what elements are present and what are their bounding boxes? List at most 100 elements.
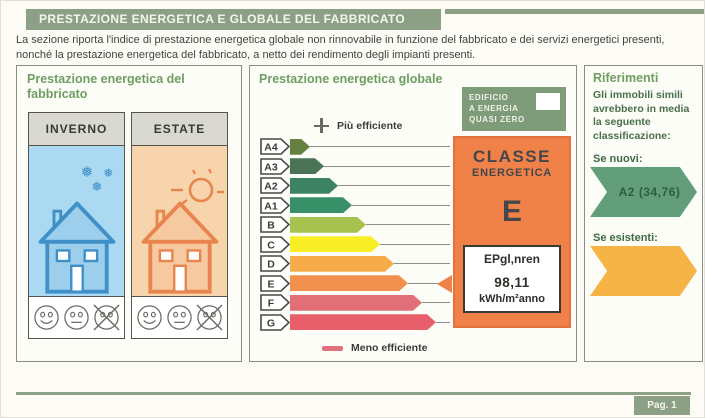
- energy-class-row-a2: A2: [260, 176, 450, 196]
- page-number: Pag. 1: [647, 400, 677, 411]
- winter-column: INVERNO ❅ ❅ ❅: [28, 112, 125, 339]
- title-rule: [445, 9, 704, 14]
- energy-class-scale: A4 A3 A2 A1 B C D E F G: [260, 137, 450, 332]
- ep-value-box: EPgl,nren 98,11 kWh/m²anno: [463, 245, 561, 313]
- happy-face-icon: [34, 305, 59, 330]
- class-arrow: [290, 139, 310, 155]
- svg-text:A1: A1: [264, 200, 278, 212]
- section-title-bar: PRESTAZIONE ENERGETICA E GLOBALE DEL FAB…: [26, 9, 441, 30]
- class-label-tag: B: [260, 216, 290, 234]
- class-leader-line: [324, 165, 450, 167]
- season-columns: INVERNO ❅ ❅ ❅ ESTATE: [28, 112, 228, 339]
- nzeb-badge: EDIFICIO A ENERGIA QUASI ZERO: [462, 87, 566, 131]
- energy-class-row-b: B: [260, 215, 450, 235]
- class-leader-line: [338, 185, 450, 187]
- page-title: PRESTAZIONE ENERGETICA E GLOBALE DEL FAB…: [39, 12, 406, 26]
- class-arrow: [290, 178, 338, 194]
- class-leader-line: [366, 224, 450, 226]
- class-label-tag: D: [260, 255, 290, 273]
- svg-text:D: D: [267, 259, 275, 271]
- class-label-tag: A3: [260, 157, 290, 175]
- energy-class-row-c: C: [260, 235, 450, 255]
- class-leader-line: [380, 243, 450, 245]
- winter-illustration: ❅ ❅ ❅: [29, 146, 124, 296]
- svg-text:F: F: [268, 298, 275, 310]
- nzeb-line3: QUASI ZERO: [469, 115, 525, 124]
- class-arrow: [290, 158, 324, 174]
- nzeb-line2: A ENERGIA: [469, 104, 519, 113]
- class-label-tag: F: [260, 294, 290, 312]
- summer-illustration: [132, 146, 227, 296]
- riferimenti-body-text: Gli immobili simili avrebbero in media l…: [593, 89, 690, 142]
- class-label-tag: A1: [260, 196, 290, 214]
- se-esistenti-label: Se esistenti:: [593, 232, 658, 244]
- energy-class-row-a4: A4: [260, 137, 450, 157]
- class-arrow: [290, 295, 422, 311]
- class-label-tag: A2: [260, 177, 290, 195]
- winter-rating-faces: [29, 296, 124, 338]
- more-efficient-legend: Più efficiente: [314, 118, 402, 133]
- globale-panel-title: Prestazione energetica globale: [259, 72, 443, 86]
- svg-text:G: G: [267, 317, 275, 329]
- happy-face-icon: [137, 305, 162, 330]
- energy-class-row-d: D: [260, 254, 450, 274]
- svg-text:E: E: [267, 278, 274, 290]
- more-efficient-label: Più efficiente: [337, 119, 403, 132]
- less-efficient-label: Meno efficiente: [351, 342, 428, 354]
- ep-index-label: EPgl,nren: [483, 252, 540, 266]
- page-number-badge: Pag. 1: [634, 396, 690, 415]
- ep-index-value: 98,11: [494, 275, 530, 290]
- snowflake-icons: ❅ ❅ ❅: [80, 164, 114, 194]
- class-label-tag: G: [260, 313, 290, 331]
- classe-box-title2: ENERGETICA: [471, 167, 553, 179]
- section-description: La sezione riporta l'indice di prestazio…: [16, 34, 665, 61]
- selected-class-marker: [437, 274, 452, 293]
- fabbricato-panel-title: Prestazione energetica del fabbricato: [27, 72, 185, 101]
- se-nuovi-value: A2 (34,76): [618, 185, 681, 199]
- class-leader-line: [422, 302, 450, 304]
- class-arrow: [290, 275, 408, 291]
- neutral-face-icon: [167, 305, 192, 330]
- energy-class-row-g: G: [260, 313, 450, 333]
- class-arrow: [290, 217, 366, 233]
- se-nuovi-label: Se nuovi:: [593, 153, 643, 165]
- energy-class-row-f: F: [260, 293, 450, 313]
- svg-text:A2: A2: [264, 181, 278, 193]
- nzeb-checkbox[interactable]: [536, 93, 560, 110]
- se-nuovi-arrow: A2 (34,76): [590, 167, 697, 217]
- class-leader-line: [436, 321, 450, 323]
- globale-panel: Prestazione energetica globale EDIFICIO …: [249, 65, 577, 362]
- class-leader-line: [394, 263, 450, 265]
- classe-box-title1: CLASSE: [473, 147, 551, 166]
- energy-class-row-e: E: [260, 274, 450, 294]
- summer-header: ESTATE: [132, 113, 227, 146]
- crossed-face-icon: [196, 304, 223, 331]
- class-leader-line: [352, 204, 450, 206]
- class-arrow: [290, 314, 436, 330]
- class-label-tag: E: [260, 274, 290, 292]
- svg-text:A3: A3: [264, 161, 278, 173]
- plus-icon: [314, 118, 329, 133]
- footer-rule: [16, 392, 691, 395]
- neutral-face-icon: [64, 305, 89, 330]
- class-leader-line: [408, 282, 450, 284]
- less-efficient-legend: Meno efficiente: [322, 342, 427, 354]
- winter-house-icon: [38, 201, 116, 294]
- summer-rating-faces: [132, 296, 227, 338]
- svg-text:A4: A4: [264, 142, 278, 154]
- summer-column: ESTATE: [131, 112, 228, 339]
- svg-text:C: C: [267, 239, 275, 251]
- energy-class-letter: E: [501, 195, 522, 228]
- se-esistenti-arrow: [590, 246, 697, 296]
- summer-house-icon: [141, 201, 219, 294]
- class-arrow: [290, 197, 352, 213]
- energy-class-box: CLASSE ENERGETICA E EPgl,nren 98,11 kWh/…: [453, 136, 571, 328]
- energy-class-row-a1: A1: [260, 196, 450, 216]
- riferimenti-panel-title: Riferimenti: [593, 71, 659, 85]
- class-arrow: [290, 256, 394, 272]
- fabbricato-panel: Prestazione energetica del fabbricato IN…: [16, 65, 242, 362]
- riferimenti-panel: Riferimenti Gli immobili simili avrebber…: [584, 65, 703, 362]
- minus-dash-icon: [322, 345, 343, 351]
- svg-text:B: B: [267, 220, 275, 232]
